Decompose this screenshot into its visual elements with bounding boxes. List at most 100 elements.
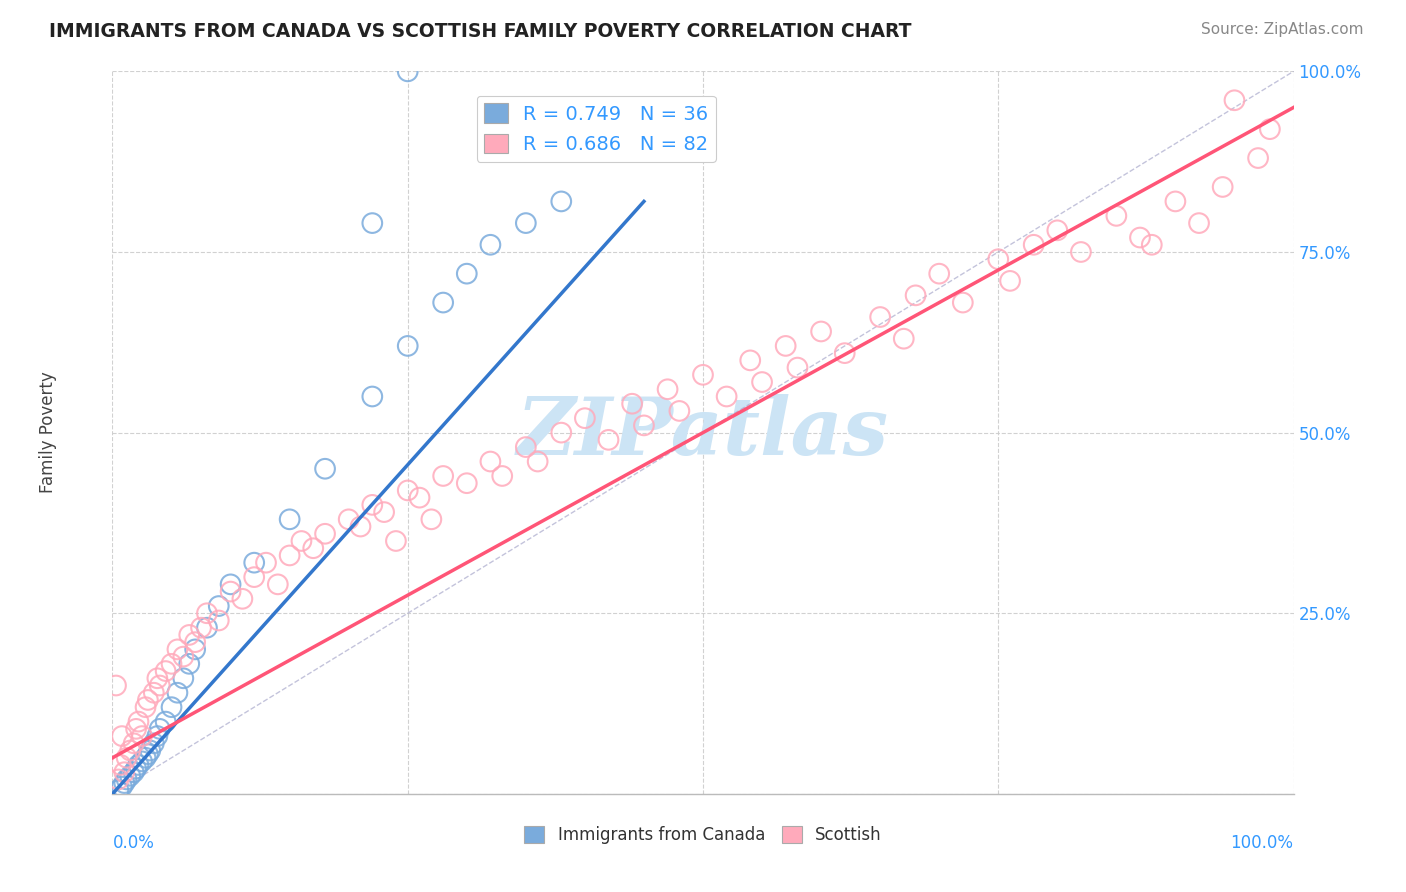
Point [219,577,242,591]
Point [1258,122,1281,136]
Point [550,194,572,209]
Point [122,765,145,780]
Point [479,237,502,252]
Point [254,556,277,570]
Point [131,729,153,743]
Point [598,433,620,447]
Point [385,533,408,548]
Point [172,649,194,664]
Point [142,736,165,750]
Point [166,642,188,657]
Point [135,700,157,714]
Text: Family Poverty: Family Poverty [38,372,56,493]
Point [396,483,419,498]
Legend: Immigrants from Canada, Scottish: Immigrants from Canada, Scottish [517,819,889,851]
Point [127,714,149,729]
Point [195,607,218,621]
Point [432,295,454,310]
Point [834,346,856,360]
Point [904,288,927,302]
Point [621,397,644,411]
Point [550,425,572,440]
Point [136,693,159,707]
Point [987,252,1010,267]
Point [149,722,172,736]
Point [952,295,974,310]
Point [314,462,336,476]
Point [1164,194,1187,209]
Point [112,765,135,780]
Point [208,614,231,628]
Point [219,584,242,599]
Point [243,570,266,584]
Point [160,657,183,671]
Point [125,762,148,776]
Text: ZIPatlas: ZIPatlas [517,394,889,471]
Point [139,743,162,757]
Text: IMMIGRANTS FROM CANADA VS SCOTTISH FAMILY POVERTY CORRELATION CHART: IMMIGRANTS FROM CANADA VS SCOTTISH FAMIL… [49,22,911,41]
Point [420,512,443,526]
Point [267,577,290,591]
Point [122,736,145,750]
Point [361,216,384,230]
Point [105,678,128,692]
Point [396,339,419,353]
Point [243,556,266,570]
Point [146,671,169,685]
Point [869,310,891,324]
Point [526,454,548,468]
Text: 100.0%: 100.0% [1230,834,1294,852]
Point [131,755,153,769]
Point [361,389,384,403]
Point [810,325,832,339]
Point [337,512,360,526]
Point [928,267,950,281]
Point [361,498,384,512]
Point [479,454,502,468]
Point [432,469,454,483]
Point [1046,223,1069,237]
Point [135,751,157,765]
Point [136,747,159,761]
Point [142,686,165,700]
Point [184,642,207,657]
Point [1247,151,1270,165]
Point [1140,237,1163,252]
Point [111,729,134,743]
Point [1070,244,1092,259]
Point [155,714,177,729]
Point [278,549,301,563]
Point [373,505,395,519]
Point [1223,93,1246,107]
Point [998,274,1021,288]
Point [127,758,149,772]
Point [172,671,194,685]
Point [775,339,797,353]
Point [515,440,537,454]
Point [107,772,129,787]
Point [115,751,138,765]
Point [112,776,135,790]
Point [657,382,679,396]
Point [668,404,690,418]
Point [456,267,478,281]
Point [491,469,513,483]
Point [893,332,915,346]
Point [515,216,537,230]
Point [751,375,773,389]
Point [633,418,655,433]
Point [692,368,714,382]
Point [290,533,312,548]
Point [408,491,430,505]
Point [740,353,762,368]
Point [190,621,212,635]
Point [278,512,301,526]
Point [208,599,231,613]
Point [786,360,808,375]
Point [107,783,129,797]
Point [160,700,183,714]
Point [110,758,132,772]
Point [302,541,325,556]
Point [574,411,596,425]
Point [1022,237,1045,252]
